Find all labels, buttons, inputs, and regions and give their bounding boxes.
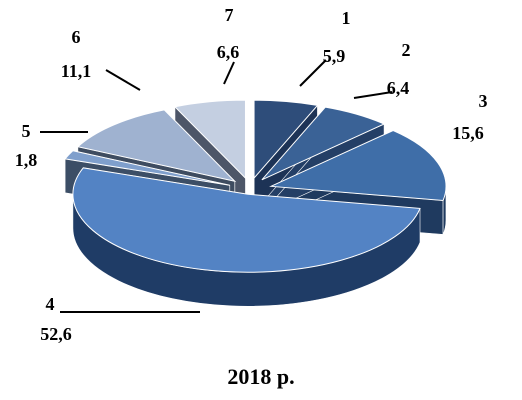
leader-line-2 [353, 91, 393, 99]
slice-category-label-4: 4 [46, 294, 55, 314]
pie-slice-1 [253, 99, 319, 180]
leader-lines [40, 59, 393, 313]
pie-slice-4 [72, 167, 421, 273]
slice-value-label-2: 6,4 [387, 78, 410, 98]
slice-category-label-2: 2 [402, 40, 411, 60]
leader-line-1 [299, 59, 327, 87]
pie-slice-tops [64, 99, 447, 273]
slice-value-label-6: 11,1 [61, 61, 92, 81]
slice-value-label-3: 15,6 [452, 123, 484, 143]
pie-slice-2 [261, 106, 386, 181]
pie-slice-6 [76, 109, 237, 183]
slice-labels: 1 5,9 2 6,4 3 15,6 4 52,6 5 1,8 6 11,1 7 6,6 [15, 5, 488, 344]
slice-value-label-4: 52,6 [40, 324, 72, 344]
slice-value-label-7: 6,6 [217, 42, 240, 62]
pie-slice-7 [173, 99, 246, 180]
slice-category-label-5: 5 [22, 121, 31, 141]
slice-value-label-5: 1,8 [15, 150, 38, 170]
chart-caption: 2018 р. [227, 364, 294, 389]
leader-line-7 [223, 61, 235, 85]
slice-category-label-6: 6 [72, 27, 81, 47]
slice-value-label-1: 5,9 [323, 46, 346, 66]
slice-category-label-3: 3 [479, 91, 488, 111]
slice-category-label-7: 7 [225, 5, 234, 25]
pie-slice-5 [64, 150, 230, 186]
slice-category-label-1: 1 [342, 8, 351, 28]
pie-slice-3 [269, 129, 447, 201]
leader-line-6 [105, 69, 141, 91]
